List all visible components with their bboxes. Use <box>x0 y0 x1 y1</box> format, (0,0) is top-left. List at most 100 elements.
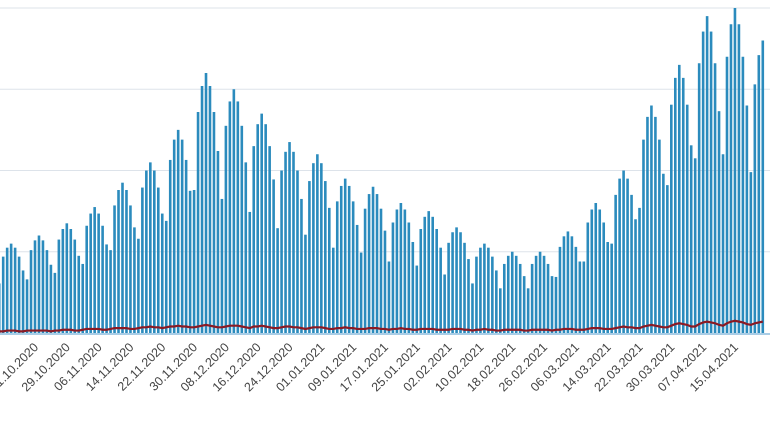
bar <box>109 250 112 333</box>
bar <box>705 16 709 333</box>
bar <box>757 55 761 333</box>
bar <box>145 170 148 333</box>
bar <box>475 256 478 333</box>
bar <box>133 227 136 333</box>
bar <box>264 124 267 333</box>
bar <box>761 40 765 333</box>
bar <box>697 63 701 333</box>
bar <box>654 116 657 333</box>
bar <box>610 243 613 333</box>
bar <box>594 203 598 333</box>
bar <box>598 209 602 333</box>
bar <box>626 178 629 333</box>
bar <box>49 264 53 333</box>
bar <box>320 163 323 333</box>
bar <box>29 250 33 333</box>
bar <box>5 247 9 333</box>
bar <box>192 190 196 333</box>
bar <box>272 179 275 333</box>
bar <box>721 154 725 333</box>
bar <box>204 73 208 333</box>
bar <box>212 112 216 333</box>
bar <box>220 198 224 333</box>
bar <box>419 229 423 333</box>
bar <box>41 240 45 333</box>
bar <box>196 112 200 333</box>
bar <box>0 283 1 333</box>
bar <box>499 288 502 333</box>
bar <box>69 229 73 333</box>
bar <box>574 246 578 333</box>
bar <box>638 207 641 333</box>
bar <box>164 220 168 333</box>
bar <box>467 259 470 333</box>
bar <box>709 31 713 333</box>
bar <box>316 154 319 333</box>
bar <box>45 250 49 333</box>
bar <box>224 125 228 333</box>
bar <box>630 194 633 333</box>
bar <box>546 263 550 333</box>
bar <box>427 211 431 333</box>
bar <box>717 111 721 333</box>
bar <box>662 173 665 333</box>
bar <box>391 222 395 333</box>
bar <box>447 242 450 333</box>
bar <box>534 255 538 333</box>
bar <box>300 198 303 333</box>
bar <box>642 139 645 333</box>
bar <box>168 159 172 333</box>
bar <box>463 242 466 333</box>
bar <box>542 255 546 333</box>
bar <box>483 243 486 333</box>
bar <box>37 235 41 333</box>
bar <box>53 272 57 333</box>
bar <box>487 247 490 333</box>
bar <box>21 270 25 333</box>
bar <box>347 185 351 333</box>
bar <box>590 209 594 333</box>
bar <box>304 234 307 333</box>
bar <box>618 178 621 333</box>
bar <box>634 219 637 333</box>
bar <box>176 129 180 333</box>
bar <box>113 205 116 333</box>
bar <box>681 77 685 333</box>
bar <box>435 229 438 333</box>
bar <box>693 158 697 333</box>
bar <box>101 225 104 333</box>
bar <box>141 187 144 333</box>
bar <box>137 238 140 333</box>
bar <box>550 276 554 333</box>
bar <box>117 190 120 333</box>
bar <box>232 89 236 333</box>
bar <box>292 151 295 333</box>
bar <box>93 207 96 333</box>
bar <box>407 222 411 333</box>
bar <box>343 178 347 333</box>
bar <box>403 209 407 333</box>
bar <box>65 223 69 333</box>
bar <box>673 77 677 333</box>
bar <box>351 201 355 333</box>
bar <box>650 105 653 333</box>
bar <box>355 224 359 333</box>
line <box>0 319 764 333</box>
bar <box>200 86 204 333</box>
bar <box>510 251 514 333</box>
bar <box>244 162 248 333</box>
bar <box>160 213 164 333</box>
bar <box>89 213 92 333</box>
bar <box>129 205 132 333</box>
bar <box>268 146 271 333</box>
bar <box>260 113 263 333</box>
bar <box>538 251 542 333</box>
bar <box>431 216 434 333</box>
bar <box>367 194 371 333</box>
bar <box>522 276 526 333</box>
bar <box>208 86 212 333</box>
bar <box>240 125 244 333</box>
bar <box>479 247 482 333</box>
bar <box>471 283 474 333</box>
